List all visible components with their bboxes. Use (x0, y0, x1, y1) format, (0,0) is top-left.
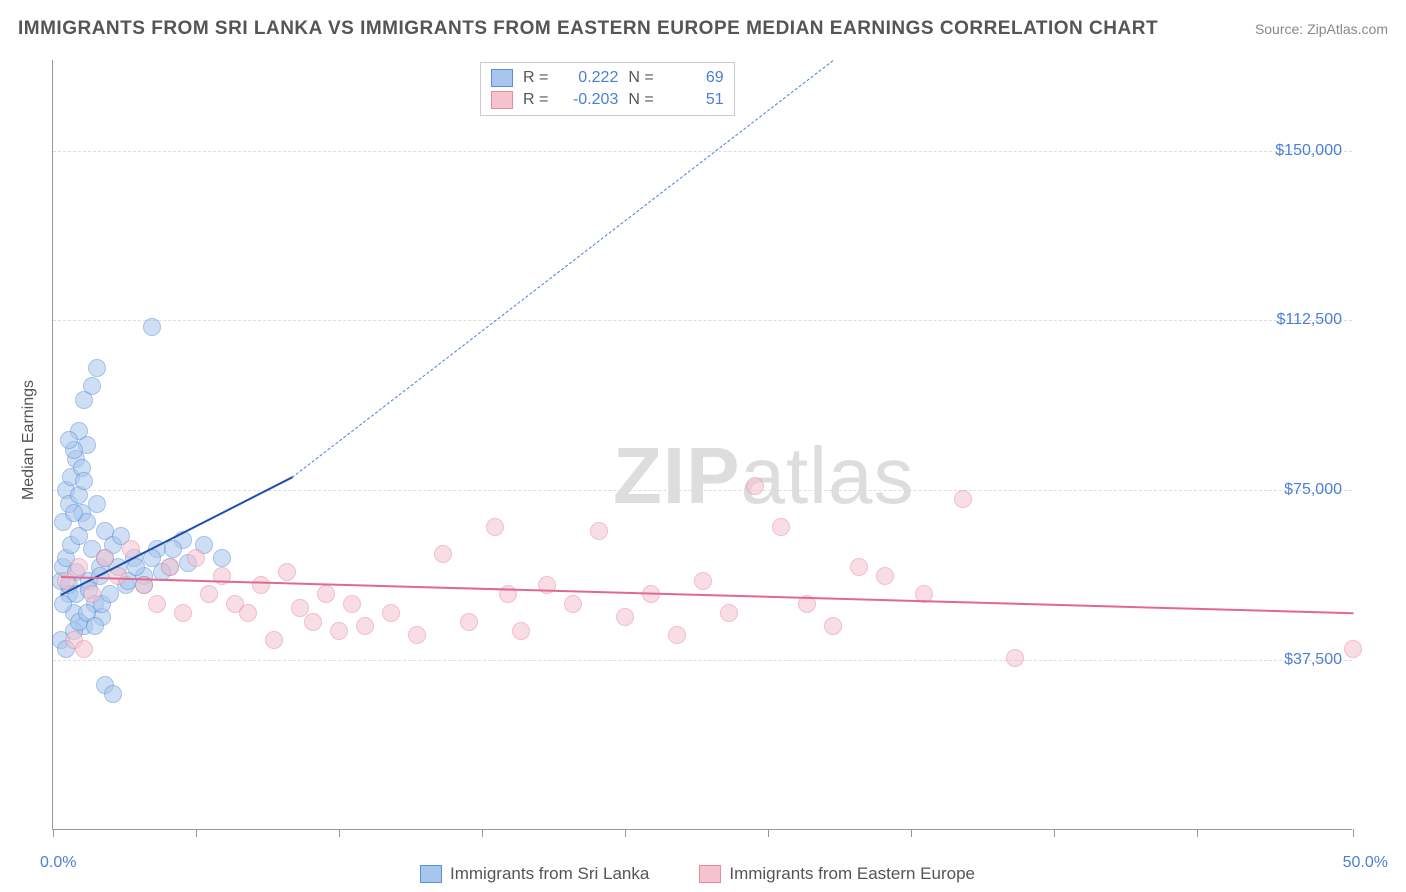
trend-line (292, 60, 833, 477)
x-tick (1197, 829, 1198, 837)
watermark-bold: ZIP (613, 431, 740, 520)
data-point (88, 359, 106, 377)
r-value-eastern-europe: -0.203 (558, 91, 618, 109)
x-tick (53, 829, 54, 837)
series-label-sri-lanka: Immigrants from Sri Lanka (450, 864, 649, 884)
legend-item-sri-lanka: Immigrants from Sri Lanka (420, 864, 649, 884)
data-point (317, 585, 335, 603)
data-point (512, 622, 530, 640)
data-point (850, 558, 868, 576)
data-point (96, 549, 114, 567)
x-axis-min-label: 0.0% (40, 854, 76, 872)
data-point (148, 595, 166, 613)
legend-row-sri-lanka: R = 0.222 N = 69 (491, 67, 724, 89)
data-point (1006, 649, 1024, 667)
data-point (876, 567, 894, 585)
data-point (954, 490, 972, 508)
x-tick (768, 829, 769, 837)
data-point (83, 585, 101, 603)
data-point (104, 685, 122, 703)
x-tick (339, 829, 340, 837)
data-point (1344, 640, 1362, 658)
n-label: N = (628, 91, 653, 109)
x-tick (196, 829, 197, 837)
data-point (161, 558, 179, 576)
x-axis-max-label: 50.0% (1343, 854, 1388, 872)
data-point (668, 626, 686, 644)
y-tick-label: $37,500 (1284, 651, 1342, 669)
y-tick-label: $112,500 (1276, 311, 1342, 329)
chart-title: IMMIGRANTS FROM SRI LANKA VS IMMIGRANTS … (18, 18, 1158, 40)
series-label-eastern-europe: Immigrants from Eastern Europe (729, 864, 975, 884)
n-label: N = (628, 69, 653, 87)
swatch-eastern-europe (491, 91, 513, 109)
chart-source: Source: ZipAtlas.com (1255, 21, 1388, 37)
r-value-sri-lanka: 0.222 (558, 69, 618, 87)
n-value-sri-lanka: 69 (664, 69, 724, 87)
legend-row-eastern-europe: R = -0.203 N = 51 (491, 89, 724, 111)
data-point (408, 626, 426, 644)
gridline (53, 660, 1352, 661)
data-point (265, 631, 283, 649)
data-point (746, 477, 764, 495)
data-point (60, 431, 78, 449)
swatch-sri-lanka (491, 69, 513, 87)
x-tick (1353, 829, 1354, 837)
x-tick (911, 829, 912, 837)
r-label: R = (523, 69, 548, 87)
data-point (75, 472, 93, 490)
swatch-sri-lanka-bottom (420, 865, 442, 883)
y-tick-label: $75,000 (1284, 481, 1342, 499)
series-legend: Immigrants from Sri Lanka Immigrants fro… (420, 864, 975, 884)
data-point (75, 391, 93, 409)
gridline (53, 320, 1352, 321)
data-point (174, 604, 192, 622)
data-point (720, 604, 738, 622)
data-point (616, 608, 634, 626)
data-point (343, 595, 361, 613)
data-point (164, 540, 182, 558)
data-point (590, 522, 608, 540)
n-value-eastern-europe: 51 (664, 91, 724, 109)
data-point (75, 640, 93, 658)
chart-plot-area: ZIPatlas $37,500 $75,000 $112,500 $150,000 (52, 60, 1352, 830)
data-point (564, 595, 582, 613)
legend-item-eastern-europe: Immigrants from Eastern Europe (699, 864, 975, 884)
y-axis-label: Median Earnings (20, 380, 38, 500)
data-point (460, 613, 478, 631)
data-point (382, 604, 400, 622)
x-tick (482, 829, 483, 837)
data-point (434, 545, 452, 563)
data-point (772, 518, 790, 536)
x-tick (625, 829, 626, 837)
data-point (694, 572, 712, 590)
swatch-eastern-europe-bottom (699, 865, 721, 883)
data-point (304, 613, 322, 631)
data-point (278, 563, 296, 581)
data-point (252, 576, 270, 594)
watermark-light: atlas (740, 431, 914, 520)
x-tick (1054, 829, 1055, 837)
chart-header: IMMIGRANTS FROM SRI LANKA VS IMMIGRANTS … (18, 18, 1388, 40)
data-point (239, 604, 257, 622)
data-point (824, 617, 842, 635)
data-point (65, 504, 83, 522)
watermark: ZIPatlas (613, 430, 914, 522)
data-point (356, 617, 374, 635)
data-point (143, 318, 161, 336)
data-point (70, 558, 88, 576)
data-point (486, 518, 504, 536)
data-point (187, 549, 205, 567)
data-point (213, 549, 231, 567)
y-tick-label: $150,000 (1275, 142, 1342, 160)
correlation-legend: R = 0.222 N = 69 R = -0.203 N = 51 (480, 62, 735, 116)
r-label: R = (523, 91, 548, 109)
data-point (86, 617, 104, 635)
data-point (330, 622, 348, 640)
gridline (53, 151, 1352, 152)
data-point (200, 585, 218, 603)
data-point (88, 495, 106, 513)
